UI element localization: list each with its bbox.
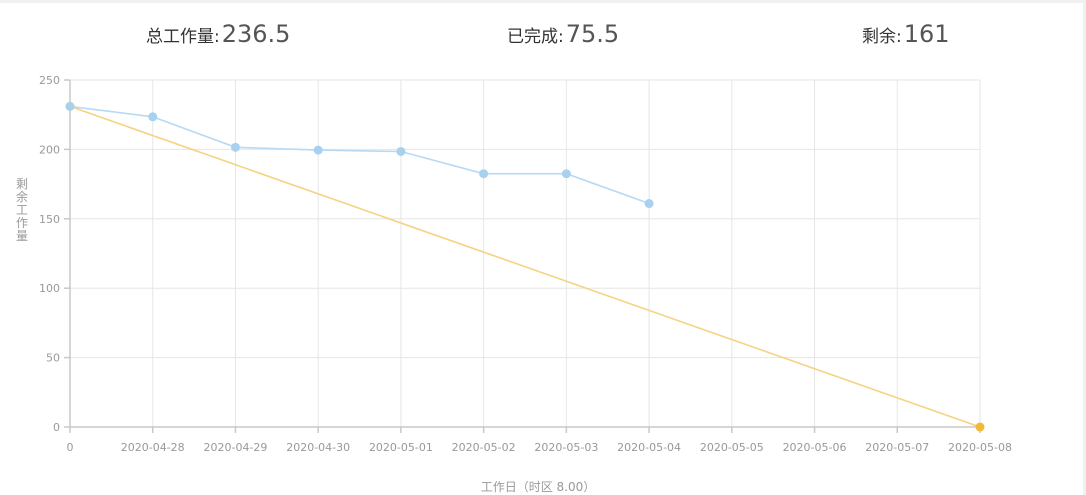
chart-grid (70, 79, 981, 427)
x-tick-label: 2020-05-07 (865, 441, 929, 454)
series-line-0 (69, 105, 650, 205)
data-point (479, 169, 489, 179)
y-tick-label: 250 (39, 74, 60, 87)
x-tick-label: 0 (67, 441, 74, 454)
completed-label: 已完成: (507, 27, 564, 47)
y-tick-label: 0 (53, 421, 60, 434)
data-point (975, 422, 985, 432)
completed-stat: 已完成: 75.5 (507, 20, 619, 48)
x-tick-label: 2020-05-05 (700, 441, 764, 454)
x-tick-label: 2020-05-01 (369, 441, 433, 454)
y-tick-label: 100 (39, 282, 60, 295)
x-tick-label: 2020-04-30 (286, 441, 350, 454)
x-tick-label: 2020-05-02 (452, 441, 516, 454)
remaining-stat: 剩余: 161 (862, 20, 950, 48)
x-tick-label: 2020-05-06 (783, 441, 847, 454)
series-line-1 (69, 105, 981, 428)
x-axis-title: 工作日（时区 8.00） (481, 480, 596, 494)
x-tick-label: 2020-05-08 (948, 441, 1012, 454)
completed-value: 75.5 (565, 20, 620, 48)
total-workload-label: 总工作量: (146, 27, 220, 47)
chart-series (65, 101, 985, 432)
x-tick-label: 2020-05-04 (617, 441, 681, 454)
data-point (644, 199, 654, 209)
x-tick-label: 2020-04-28 (121, 441, 185, 454)
data-point (396, 146, 406, 156)
data-point (65, 101, 75, 111)
remaining-value: 161 (903, 20, 950, 48)
total-workload-stat: 总工作量: 236.5 (146, 20, 290, 48)
data-point (148, 112, 158, 122)
chart-axes: 0 50 100 150 200 250 0 2020-04-28 2020-04-29 2020… (39, 74, 1012, 454)
data-point (313, 145, 323, 155)
y-axis-title: 剩余工作量 (16, 177, 28, 243)
y-tick-label: 150 (39, 213, 60, 226)
y-tick-label: 50 (46, 352, 60, 365)
y-tick-label: 200 (39, 143, 60, 156)
data-point (230, 142, 240, 152)
data-point (561, 169, 571, 179)
total-workload-value: 236.5 (221, 20, 291, 48)
x-tick-label: 2020-04-29 (203, 441, 267, 454)
x-tick-label: 2020-05-03 (534, 441, 598, 454)
remaining-label: 剩余: (862, 27, 902, 47)
